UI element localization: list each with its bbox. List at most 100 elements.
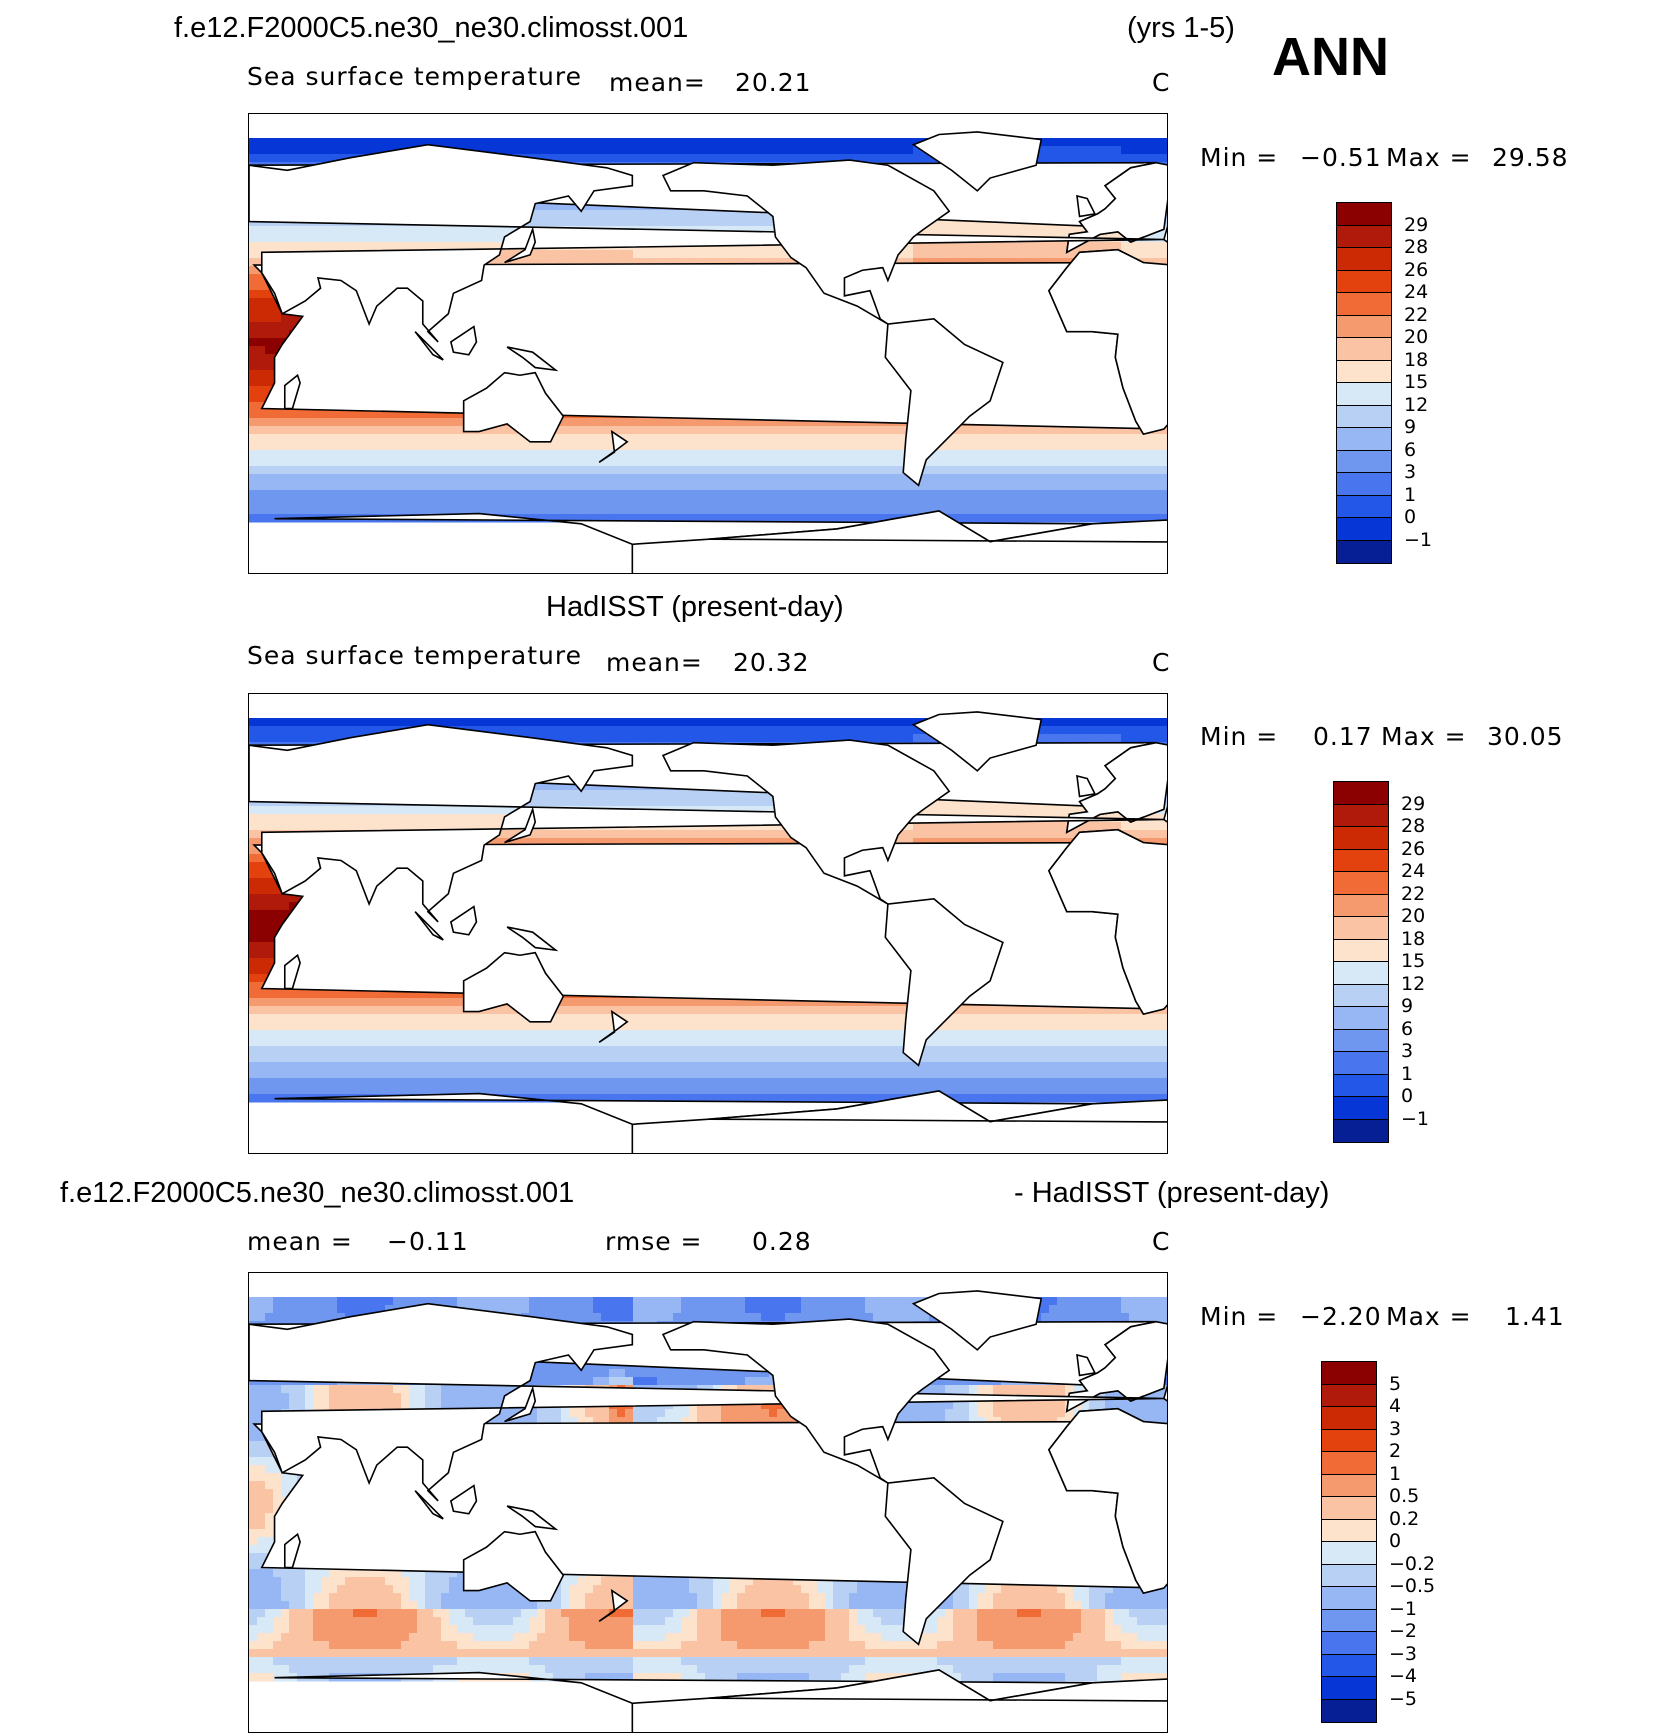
colorbar-tick-label: 1	[1404, 483, 1417, 506]
continent-outline	[884, 1477, 1004, 1646]
panel3-min-label: Min =	[1200, 1302, 1279, 1331]
continent-outline	[661, 159, 951, 325]
panel3-mean-value: −0.11	[387, 1227, 469, 1256]
colorbar-tick-label: 18	[1404, 348, 1429, 371]
panel3-min-value: −2.20	[1300, 1302, 1382, 1331]
colorbar-tick-label: 28	[1401, 815, 1426, 837]
colorbar-segment	[1322, 1362, 1376, 1385]
continent-outline	[884, 898, 1004, 1067]
continent-outline	[249, 723, 1164, 923]
panel3-mean-label: mean =	[247, 1227, 353, 1256]
panel2-map	[248, 693, 1168, 1154]
panel1-colorbar	[1336, 202, 1392, 564]
colorbar-segment	[1334, 1119, 1388, 1142]
colorbar-tick-label: 2	[1389, 1440, 1402, 1462]
colorbar-segment	[1334, 782, 1388, 805]
colorbar-segment	[1334, 894, 1388, 917]
colorbar-segment	[1322, 1407, 1376, 1430]
colorbar-segment	[1337, 338, 1391, 361]
colorbar-tick-label: 22	[1401, 882, 1426, 905]
continent-outline	[249, 1302, 1164, 1502]
map-svg	[249, 1290, 1167, 1732]
continent-outline	[449, 325, 478, 356]
colorbar-tick-label: 15	[1401, 950, 1426, 972]
colorbar-segment	[1334, 872, 1388, 895]
colorbar-tick-label: 3	[1404, 461, 1417, 483]
colorbar-segment	[1334, 1007, 1388, 1030]
panel2-min-value: 0.17	[1313, 722, 1373, 751]
continent-outline	[911, 711, 1043, 772]
continent-outline	[1047, 1407, 1167, 1595]
panel3-max-value: 1.41	[1505, 1302, 1565, 1331]
panel1-max-value: 29.58	[1492, 143, 1569, 172]
panel2-title: HadISST (present-day)	[546, 591, 844, 623]
colorbar-segment	[1322, 1609, 1376, 1632]
colorbar-segment	[1322, 1497, 1376, 1520]
colorbar-tick-label: −1	[1404, 528, 1433, 551]
colorbar-tick-label: −5	[1389, 1687, 1418, 1710]
season-label: ANN	[1272, 27, 1389, 87]
continent-outline	[414, 331, 444, 361]
colorbar-segment	[1334, 984, 1388, 1007]
panel1-units: C	[1152, 68, 1171, 97]
panel3-rmse-value: 0.28	[752, 1227, 812, 1256]
colorbar-segment	[1322, 1587, 1376, 1610]
colorbar-segment	[1322, 1654, 1376, 1677]
colorbar-tick-label: −1	[1401, 1107, 1430, 1130]
panel2-units: C	[1152, 648, 1171, 677]
colorbar-tick-label: 4	[1389, 1395, 1402, 1417]
colorbar-tick-label: −2	[1389, 1620, 1418, 1642]
colorbar-tick-label: 0.5	[1389, 1485, 1420, 1507]
colorbar-tick-label: 5	[1389, 1372, 1402, 1395]
continent-outline	[661, 1318, 951, 1484]
continent-outline	[661, 739, 951, 905]
colorbar-segment	[1322, 1384, 1376, 1407]
years-label: (yrs 1-5)	[1127, 12, 1235, 44]
colorbar-segment	[1322, 1542, 1376, 1565]
panel1-min-value: −0.51	[1300, 143, 1382, 172]
continent-outline	[506, 1505, 559, 1531]
colorbar-segment	[1322, 1699, 1376, 1722]
continent-outline	[708, 1669, 1167, 1702]
colorbar-segment	[1322, 1429, 1376, 1452]
colorbar-segment	[1337, 428, 1391, 451]
colorbar-segment	[1337, 495, 1391, 518]
panel3-title-left: f.e12.F2000C5.ne30_ne30.climosst.001	[60, 1177, 575, 1209]
colorbar-segment	[1334, 1052, 1388, 1075]
continent-outline	[1162, 225, 1167, 243]
colorbar-tick-label: −0.2	[1389, 1552, 1436, 1575]
colorbar-segment	[1337, 248, 1391, 271]
map-svg	[249, 131, 1167, 573]
colorbar-tick-label: 0.2	[1389, 1507, 1420, 1530]
continent-outline	[414, 911, 444, 941]
continent-outline	[911, 131, 1043, 192]
continent-outline	[1076, 194, 1097, 218]
panel1-variable: Sea surface temperature	[247, 62, 582, 91]
colorbar-tick-label: 3	[1389, 1417, 1402, 1440]
colorbar-segment	[1334, 1029, 1388, 1052]
continent-outline	[1047, 828, 1167, 1016]
colorbar-segment	[1337, 270, 1391, 293]
colorbar-tick-label: 6	[1404, 438, 1417, 461]
panel2-mean-label: mean=	[606, 648, 703, 677]
panel1-max-label: Max =	[1386, 143, 1472, 172]
colorbar-tick-label: 26	[1404, 258, 1429, 281]
colorbar-segment	[1322, 1677, 1376, 1700]
continent-outline	[506, 346, 559, 372]
continent-outline	[449, 1484, 478, 1515]
panel3-colorbar	[1321, 1361, 1377, 1723]
colorbar-segment	[1334, 827, 1388, 850]
colorbar-segment	[1322, 1519, 1376, 1542]
continent-outline	[1076, 774, 1097, 798]
colorbar-tick-label: 28	[1404, 236, 1429, 258]
continent-outline	[1076, 1353, 1097, 1377]
continent-outline	[708, 1090, 1167, 1123]
colorbar-segment	[1337, 473, 1391, 496]
colorbar-tick-label: 29	[1404, 213, 1429, 236]
colorbar-segment	[1337, 518, 1391, 541]
colorbar-tick-label: −0.5	[1389, 1575, 1436, 1597]
colorbar-segment	[1337, 360, 1391, 383]
continent-outline	[414, 1490, 444, 1520]
colorbar-tick-label: 29	[1401, 792, 1426, 815]
panel3-map	[248, 1272, 1168, 1733]
